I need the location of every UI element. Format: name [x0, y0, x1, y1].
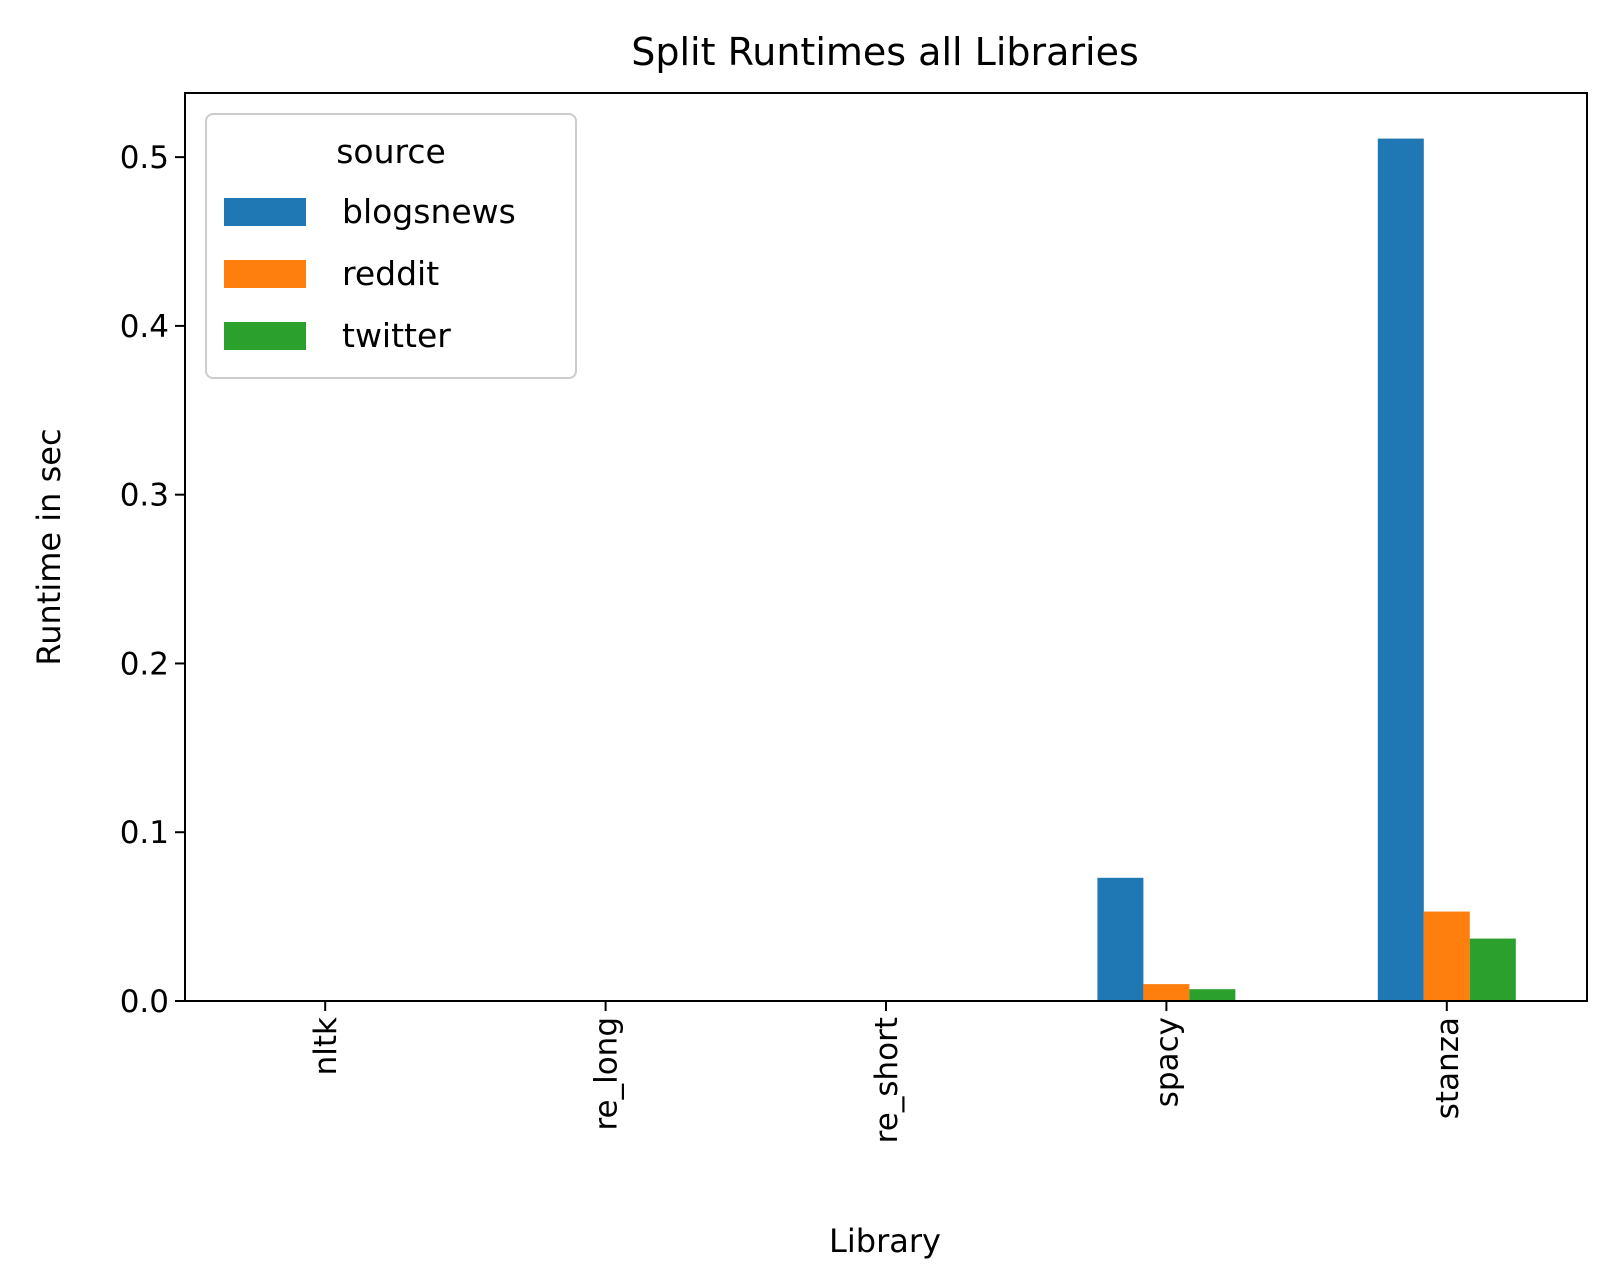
y-axis-ticks: 0.0 0.1 0.2 0.3 0.4 0.5 [120, 140, 185, 1020]
legend-box [205, 113, 577, 379]
bar-reddit-spacy [1143, 984, 1190, 1001]
x-axis-ticks: nltk re_long re_short spacy stanza [308, 1001, 1466, 1143]
y-tick-label: 0.0 [120, 984, 169, 1020]
y-axis-label: Runtime in sec [30, 428, 68, 665]
bar-twitter-stanza [1469, 938, 1516, 1001]
bar-reddit-stanza [1423, 911, 1470, 1001]
legend-swatch-reddit [224, 260, 306, 288]
y-tick-label: 0.5 [120, 140, 169, 176]
bars-group [1097, 138, 1516, 1001]
y-tick-label: 0.2 [120, 646, 169, 682]
legend-label-twitter: twitter [342, 316, 451, 355]
chart-title: Split Runtimes all Libraries [631, 30, 1139, 74]
legend-label-blogsnews: blogsnews [342, 192, 516, 231]
y-tick-label: 0.4 [120, 309, 169, 345]
x-axis-label: Library [829, 1222, 941, 1260]
x-tick-label: spacy [1149, 1017, 1185, 1107]
legend-swatch-blogsnews [224, 198, 306, 226]
x-tick-label: re_short [869, 1017, 905, 1143]
plot-frame [184, 92, 1588, 1002]
legend: source blogsnews reddit twitter [205, 113, 577, 379]
legend-label-reddit: reddit [342, 254, 439, 293]
bar-twitter-spacy [1189, 989, 1236, 1001]
x-tick-label: re_long [589, 1017, 625, 1131]
legend-title: source [336, 132, 446, 171]
y-tick-label: 0.3 [120, 478, 169, 514]
bar-blogsnews-stanza [1377, 138, 1424, 1001]
x-tick-label: nltk [308, 1017, 344, 1075]
legend-items: blogsnews reddit twitter [224, 192, 516, 355]
y-tick-label: 0.1 [120, 815, 169, 851]
x-tick-label: stanza [1430, 1017, 1466, 1119]
legend-swatch-twitter [224, 322, 306, 350]
bar-blogsnews-spacy [1097, 877, 1144, 1001]
